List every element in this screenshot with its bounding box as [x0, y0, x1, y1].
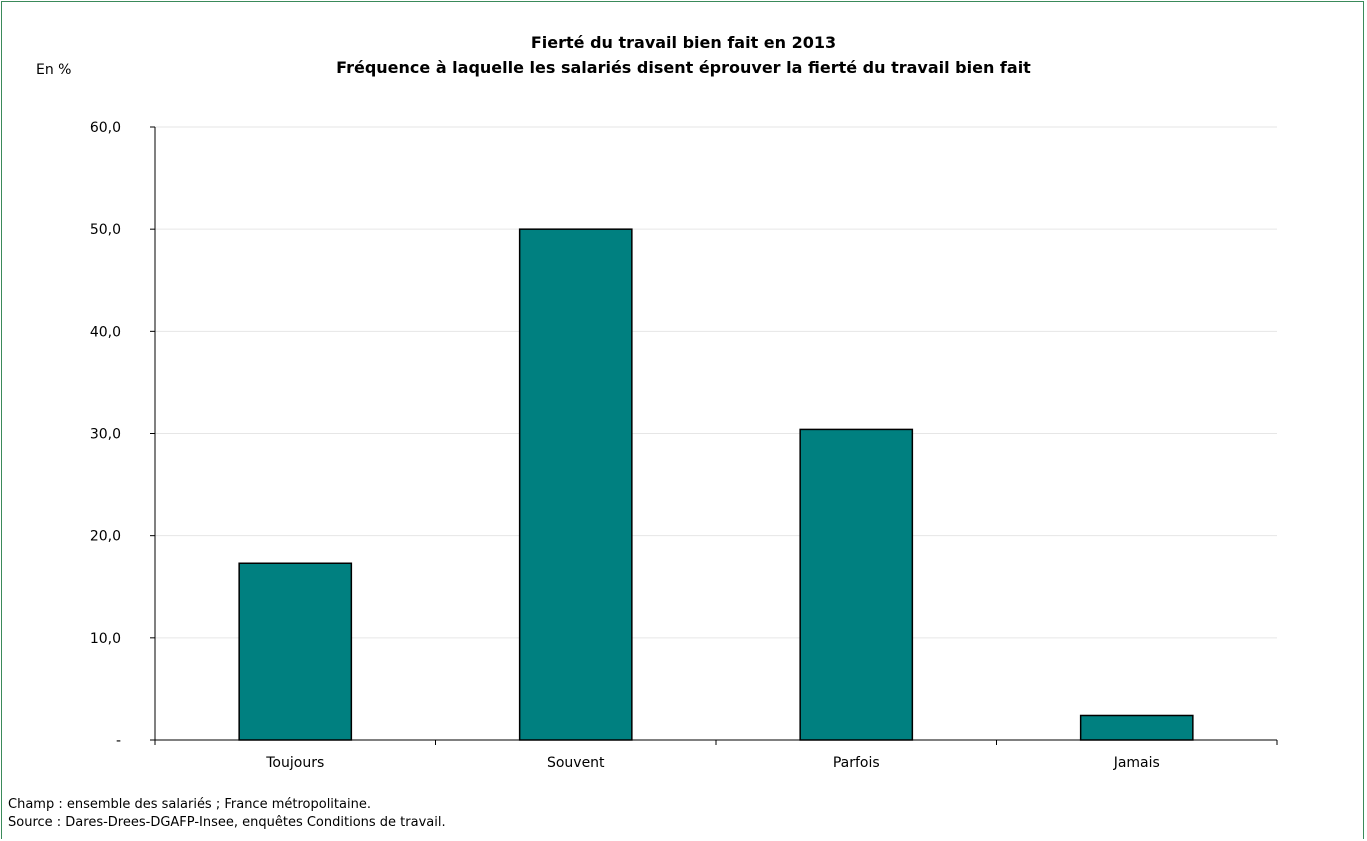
bar-toujours: [238, 562, 353, 741]
source-note: Source : Dares-Drees-DGAFP-Insee, enquêt…: [8, 815, 446, 830]
y-tick-label: -: [116, 733, 121, 749]
gridlines: [155, 126, 1277, 639]
y-tick-label: 20,0: [90, 529, 121, 545]
y-tick-label: 30,0: [90, 427, 121, 443]
axes: [150, 126, 1278, 745]
y-tick-label: 50,0: [90, 222, 121, 238]
bar-parfois: [799, 428, 914, 741]
x-tick-label-souvent: Souvent: [547, 755, 605, 771]
x-tick-label-jamais: Jamais: [1113, 755, 1160, 771]
x-tick-label-parfois: Parfois: [833, 755, 880, 771]
chart-title-block: Fierté du travail bien fait en 2013 Fréq…: [0, 30, 1367, 80]
bar-souvent: [518, 228, 633, 741]
chart-notes: Champ : ensemble des salariés ; France m…: [8, 796, 446, 832]
x-tick-label-toujours: Toujours: [265, 755, 324, 771]
bars: [238, 228, 1194, 741]
y-tick-label: 40,0: [90, 324, 121, 340]
y-tick-label: 10,0: [90, 631, 121, 647]
y-tick-label: 60,0: [90, 120, 121, 136]
chart-title: Fierté du travail bien fait en 2013: [530, 33, 837, 52]
champ-note: Champ : ensemble des salariés ; France m…: [8, 797, 371, 812]
x-tick-labels: Toujours Souvent Parfois Jamais: [265, 755, 1160, 771]
chart-subtitle: Fréquence à laquelle les salariés disent…: [336, 58, 1031, 77]
y-axis-unit-label: En %: [36, 62, 72, 78]
y-tick-labels: - 10,0 20,0 30,0 40,0 50,0 60,0: [90, 120, 121, 749]
bar-jamais: [1079, 714, 1194, 741]
